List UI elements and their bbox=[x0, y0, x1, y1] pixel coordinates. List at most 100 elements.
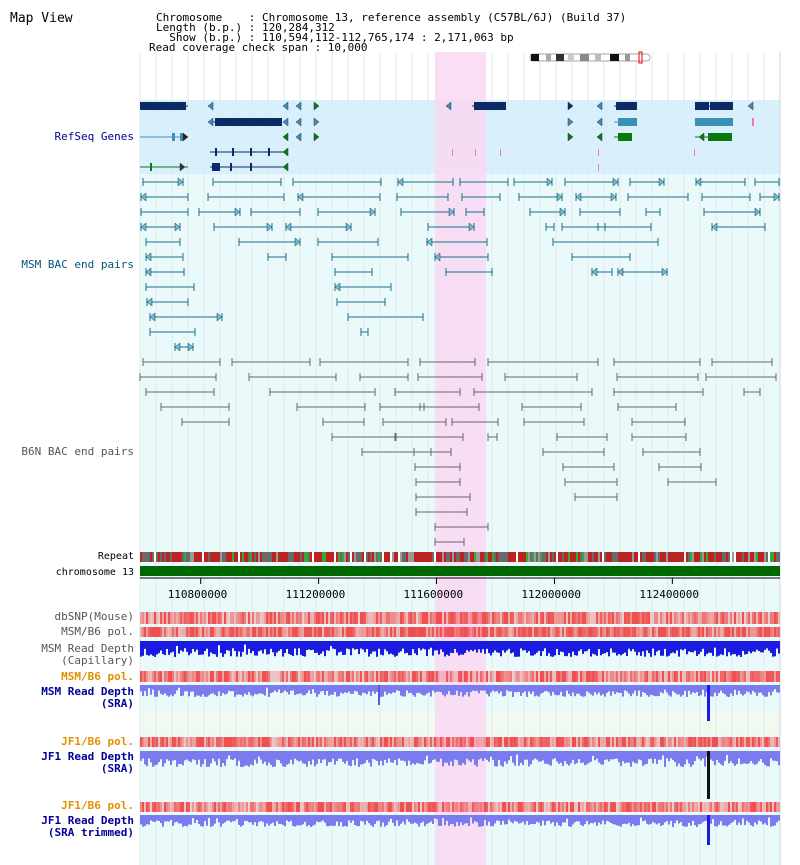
gene-arrow[interactable] bbox=[711, 222, 718, 232]
gene-arrow[interactable] bbox=[207, 101, 214, 111]
gene-arrow[interactable] bbox=[567, 117, 574, 127]
gene-arrow[interactable] bbox=[397, 177, 404, 187]
gene-arrow[interactable] bbox=[149, 312, 156, 322]
gene-arrow[interactable] bbox=[140, 192, 147, 202]
gene-exon[interactable] bbox=[710, 102, 733, 110]
gene-arrow[interactable] bbox=[658, 177, 665, 187]
gene-arrow[interactable] bbox=[285, 222, 292, 232]
gene-exon[interactable] bbox=[215, 118, 282, 126]
gene-arrow[interactable] bbox=[434, 252, 441, 262]
gene-arrow[interactable] bbox=[556, 192, 563, 202]
gene-exon[interactable] bbox=[180, 133, 183, 141]
gene-arrow[interactable] bbox=[426, 237, 433, 247]
heat-cell bbox=[562, 612, 564, 624]
gene-arrow[interactable] bbox=[177, 177, 184, 187]
gene-exon[interactable] bbox=[212, 163, 220, 171]
gene-arrow[interactable] bbox=[445, 101, 452, 111]
gene-arrow[interactable] bbox=[295, 117, 302, 127]
gene-arrow[interactable] bbox=[334, 282, 341, 292]
highlight-region[interactable] bbox=[435, 52, 486, 865]
gene-arrow[interactable] bbox=[596, 132, 603, 142]
gene-exon[interactable] bbox=[232, 148, 234, 156]
gene-arrow[interactable] bbox=[559, 207, 566, 217]
gene-exon[interactable] bbox=[215, 148, 217, 156]
heat-cell bbox=[596, 802, 598, 812]
gene-arrow[interactable] bbox=[216, 312, 223, 322]
gene-exon[interactable] bbox=[708, 133, 732, 141]
gene-arrow[interactable] bbox=[468, 222, 475, 232]
gene-exon[interactable] bbox=[695, 118, 733, 126]
gene-arrow[interactable] bbox=[313, 132, 320, 142]
gene-exon[interactable] bbox=[150, 163, 152, 171]
gene-arrow[interactable] bbox=[754, 207, 761, 217]
heat-cell bbox=[592, 737, 594, 747]
gene-arrow[interactable] bbox=[596, 117, 603, 127]
label-b6n-bac[interactable]: B6N BAC end pairs bbox=[21, 445, 134, 458]
gene-arrow[interactable] bbox=[282, 162, 289, 172]
gene-arrow[interactable] bbox=[146, 297, 153, 307]
gene-arrow[interactable] bbox=[282, 132, 289, 142]
gene-arrow[interactable] bbox=[234, 207, 241, 217]
gene-arrow[interactable] bbox=[575, 192, 582, 202]
gene-arrow[interactable] bbox=[174, 342, 181, 352]
gene-arrow[interactable] bbox=[345, 222, 352, 232]
gene-exon[interactable] bbox=[140, 102, 186, 110]
gene-arrow[interactable] bbox=[145, 252, 152, 262]
gene-arrow[interactable] bbox=[140, 222, 147, 232]
gene-arrow[interactable] bbox=[596, 101, 603, 111]
gene-exon[interactable] bbox=[618, 118, 637, 126]
gene-arrow[interactable] bbox=[448, 207, 455, 217]
gene-arrow[interactable] bbox=[282, 147, 289, 157]
gene-arrow[interactable] bbox=[297, 192, 304, 202]
gene-arrow[interactable] bbox=[294, 237, 301, 247]
gene-exon[interactable] bbox=[695, 102, 709, 110]
heat-cell bbox=[630, 612, 632, 624]
gene-exon[interactable] bbox=[268, 148, 270, 156]
gene-arrow[interactable] bbox=[266, 222, 273, 232]
heat-cell bbox=[452, 737, 454, 747]
gene-arrow[interactable] bbox=[567, 101, 574, 111]
gene-arrow[interactable] bbox=[369, 207, 376, 217]
gene-arrow[interactable] bbox=[661, 267, 668, 277]
gene-arrow[interactable] bbox=[182, 132, 189, 142]
gene-arrow[interactable] bbox=[612, 177, 619, 187]
gene-arrow[interactable] bbox=[610, 192, 617, 202]
gene-arrow[interactable] bbox=[695, 177, 702, 187]
gene-arrow[interactable] bbox=[282, 117, 289, 127]
heat-cell bbox=[280, 627, 282, 637]
gene-exon[interactable] bbox=[474, 102, 506, 110]
gene-arrow[interactable] bbox=[145, 267, 152, 277]
gene-arrow[interactable] bbox=[546, 177, 553, 187]
gene-arrow[interactable] bbox=[187, 342, 194, 352]
gene-exon[interactable] bbox=[618, 133, 632, 141]
label-refseq-genes[interactable]: RefSeq Genes bbox=[54, 130, 134, 143]
gene-exon[interactable] bbox=[250, 163, 252, 171]
depth-bar bbox=[400, 685, 402, 696]
repeat-block bbox=[454, 552, 456, 562]
gene-arrow[interactable] bbox=[295, 101, 302, 111]
gene-arrow[interactable] bbox=[591, 267, 598, 277]
repeat-block bbox=[420, 552, 422, 562]
gene-arrow[interactable] bbox=[567, 132, 574, 142]
gene-arrow[interactable] bbox=[295, 132, 302, 142]
gene-arrow[interactable] bbox=[207, 117, 214, 127]
gene-exon[interactable] bbox=[230, 163, 232, 171]
gene-arrow[interactable] bbox=[698, 132, 705, 142]
gene-exon[interactable] bbox=[616, 102, 637, 110]
gene-exon[interactable] bbox=[172, 133, 175, 141]
label-msm-bac[interactable]: MSM BAC end pairs bbox=[21, 258, 134, 271]
gene-arrow[interactable] bbox=[313, 117, 320, 127]
heat-cell bbox=[318, 627, 320, 637]
heat-cell bbox=[366, 671, 368, 682]
gene-arrow[interactable] bbox=[313, 101, 320, 111]
gene-arrow[interactable] bbox=[617, 267, 624, 277]
gene-arrow[interactable] bbox=[179, 162, 186, 172]
depth-bar bbox=[654, 751, 656, 759]
gene-exon[interactable] bbox=[250, 148, 252, 156]
chromosome-bar[interactable] bbox=[140, 566, 780, 576]
gene-arrow[interactable] bbox=[747, 101, 754, 111]
gene-arrow[interactable] bbox=[174, 222, 181, 232]
gene-arrow[interactable] bbox=[282, 101, 289, 111]
gene-arrow[interactable] bbox=[773, 192, 780, 202]
